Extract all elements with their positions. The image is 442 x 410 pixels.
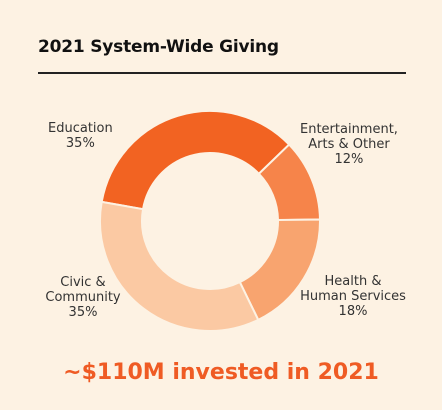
label-education-pct: 35%: [65, 136, 95, 151]
slice-education: [100, 110, 291, 211]
total-invested-text: ~$110M invested in 2021: [63, 360, 379, 385]
chart-title: 2021 System-Wide Giving: [38, 37, 279, 57]
title-divider: [38, 72, 406, 74]
label-civic: Civic & Community 35%: [42, 275, 124, 320]
label-education: Education 35%: [48, 121, 113, 151]
label-health: Health & Human Services 18%: [297, 274, 409, 319]
label-civic-line1: Civic &: [60, 275, 106, 290]
label-health-line1: Health &: [324, 274, 382, 289]
label-health-line2: Human Services: [300, 289, 406, 304]
label-civic-line2: Community: [45, 290, 121, 305]
label-entertainment: Entertainment, Arts & Other 12%: [300, 122, 398, 167]
label-civic-pct: 35%: [68, 305, 98, 320]
label-entertainment-line2: Arts & Other: [308, 137, 390, 152]
label-entertainment-line1: Entertainment,: [300, 122, 398, 137]
label-entertainment-pct: 12%: [334, 152, 364, 167]
slice-civic-community: [99, 200, 260, 332]
label-education-name: Education: [48, 121, 113, 136]
label-health-pct: 18%: [338, 304, 368, 319]
